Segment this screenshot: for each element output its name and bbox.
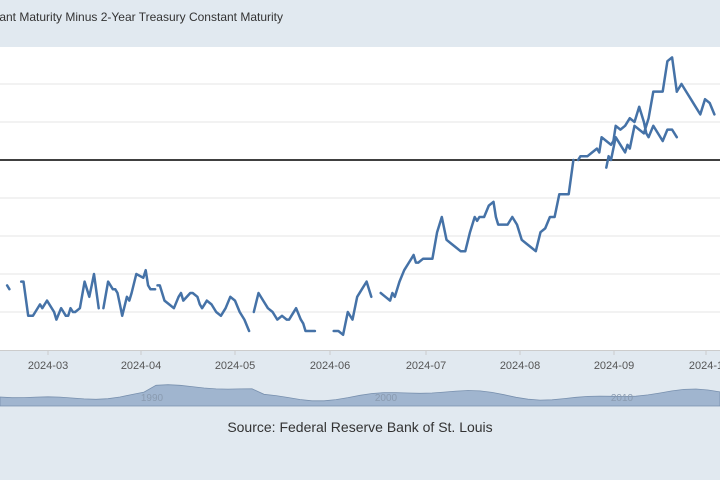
x-tick-label: 2024-03 <box>28 360 68 372</box>
series-line-segment <box>102 268 157 318</box>
x-tick-label: 2024-04 <box>121 360 161 372</box>
source-note: Source: Federal Reserve Bank of St. Loui… <box>227 419 493 435</box>
navigator-year-label: 2010 <box>611 393 634 404</box>
series-line-segment <box>605 56 679 169</box>
x-tick-label: 2024-07 <box>406 360 446 372</box>
series-line-segment <box>576 105 679 162</box>
series-line-segment <box>156 284 251 333</box>
series-line-segment <box>379 158 575 302</box>
series-line-segment <box>332 280 373 337</box>
series-line-segment <box>19 272 100 321</box>
chart-title: tant Maturity Minus 2-Year Treasury Cons… <box>0 10 284 24</box>
x-tick-label: 2024-09 <box>594 360 634 372</box>
navigator-year-label: 1990 <box>141 393 164 404</box>
series-line-segment <box>252 291 317 333</box>
x-tick-label: 2024-1 <box>689 360 720 372</box>
x-tick-label: 2024-06 <box>310 360 350 372</box>
x-tick-label: 2024-05 <box>215 360 255 372</box>
series-line-segment <box>675 82 716 116</box>
navigator-series-area <box>0 384 720 407</box>
navigator-year-label: 2000 <box>375 393 398 404</box>
series-line-segment <box>5 284 11 291</box>
range-navigator[interactable]: 1990 2000 2010 <box>0 381 720 407</box>
x-tick-label: 2024-08 <box>500 360 540 372</box>
